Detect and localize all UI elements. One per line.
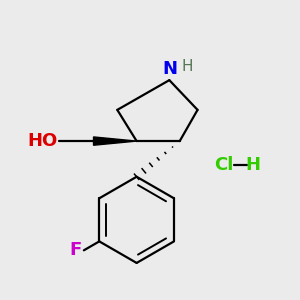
Text: N: N (162, 60, 177, 78)
Polygon shape (94, 137, 136, 145)
Text: H: H (245, 156, 260, 174)
Text: H: H (182, 58, 193, 74)
Text: Cl: Cl (214, 156, 234, 174)
Text: F: F (69, 241, 82, 259)
Text: HO: HO (28, 132, 58, 150)
